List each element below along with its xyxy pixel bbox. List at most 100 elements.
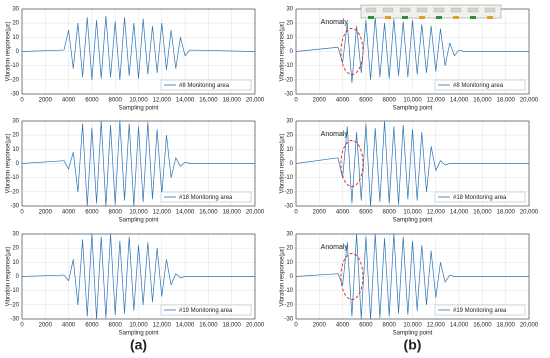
y-tick-label: 10 xyxy=(12,147,19,153)
x-tick-label: 10,000 xyxy=(403,98,422,104)
x-tick-label: 4000 xyxy=(336,323,350,329)
x-tick-label: 6000 xyxy=(85,210,99,216)
x-tick-label: 6000 xyxy=(85,323,99,329)
x-tick-label: 4000 xyxy=(336,98,350,104)
x-tick-label: 10,000 xyxy=(403,323,422,329)
legend-box xyxy=(434,191,526,203)
x-tick-label: 0 xyxy=(294,98,298,104)
y-axis-label: Vibration response(με) xyxy=(6,246,12,306)
y-tick-label: -20 xyxy=(284,189,293,195)
y-tick-label: -30 xyxy=(284,317,293,323)
x-tick-label: 14,000 xyxy=(176,323,195,329)
x-tick-label: 2000 xyxy=(313,98,327,104)
signal-line xyxy=(21,15,256,81)
x-tick-label: 8000 xyxy=(109,98,123,104)
x-tick-label: 10,000 xyxy=(129,98,148,104)
y-tick-label: 0 xyxy=(290,274,294,280)
x-tick-label: 0 xyxy=(20,98,24,104)
train-bogie xyxy=(470,16,476,19)
y-tick-label: -10 xyxy=(284,63,293,69)
y-tick-label: -10 xyxy=(10,288,19,294)
y-tick-label: 0 xyxy=(16,274,20,280)
signal-line xyxy=(295,233,529,320)
y-tick-label: 0 xyxy=(16,49,20,55)
train-bogie xyxy=(419,16,425,19)
y-axis-label: Vibration response(με) xyxy=(6,21,12,81)
panel-label: (b) xyxy=(404,337,422,353)
train-bogie xyxy=(436,16,442,19)
y-tick-label: 30 xyxy=(286,7,293,13)
x-tick-label: 10,000 xyxy=(129,323,148,329)
legend-box xyxy=(434,79,526,91)
train-bogie xyxy=(453,16,459,19)
x-axis-label: Sampling point xyxy=(119,106,159,112)
y-tick-label: 30 xyxy=(286,232,293,238)
x-tick-label: 2000 xyxy=(39,210,53,216)
y-tick-label: -30 xyxy=(10,92,19,98)
y-tick-label: -10 xyxy=(10,175,19,181)
annotation: Anomaly xyxy=(321,19,349,26)
y-tick-label: -20 xyxy=(10,77,19,83)
y-tick-label: -20 xyxy=(10,302,19,308)
train-bogie xyxy=(385,16,391,19)
x-tick-label: 16,000 xyxy=(473,98,492,104)
x-tick-label: 0 xyxy=(20,210,24,216)
x-tick-label: 4000 xyxy=(62,98,76,104)
legend-label: #18 Monitoring area xyxy=(453,195,507,201)
x-tick-label: 4000 xyxy=(336,210,350,216)
x-axis-label: Sampling point xyxy=(393,331,433,337)
x-axis-label: Sampling point xyxy=(393,106,433,112)
x-tick-label: 12,000 xyxy=(153,98,172,104)
x-tick-label: 6000 xyxy=(85,98,99,104)
train-bogie xyxy=(368,16,374,19)
anomaly-ellipse xyxy=(340,28,364,75)
y-tick-label: 10 xyxy=(286,147,293,153)
x-axis-label: Sampling point xyxy=(393,218,433,224)
x-tick-label: 12,000 xyxy=(153,210,172,216)
train-window xyxy=(365,7,377,13)
y-tick-label: -10 xyxy=(284,288,293,294)
y-tick-label: 10 xyxy=(12,260,19,266)
y-axis-label: Vibration response(με) xyxy=(280,246,286,306)
x-tick-label: 12,000 xyxy=(427,98,446,104)
x-axis-label: Sampling point xyxy=(119,218,159,224)
y-tick-label: 20 xyxy=(286,246,293,252)
x-tick-label: 0 xyxy=(294,323,298,329)
x-tick-label: 16,000 xyxy=(473,323,492,329)
y-tick-label: -20 xyxy=(284,77,293,83)
signal-line xyxy=(21,120,255,207)
x-tick-label: 8000 xyxy=(109,210,123,216)
y-tick-label: 20 xyxy=(12,21,19,27)
train-window xyxy=(467,7,479,13)
y-tick-label: 0 xyxy=(16,161,20,167)
y-tick-label: -30 xyxy=(10,317,19,323)
legend-label: #19 Monitoring area xyxy=(179,308,233,314)
x-tick-label: 10,000 xyxy=(403,210,422,216)
train-body xyxy=(360,4,502,19)
train-bogie xyxy=(402,16,408,19)
signal-line xyxy=(21,233,255,320)
x-tick-label: 20,000 xyxy=(520,210,539,216)
x-tick-label: 14,000 xyxy=(450,210,469,216)
legend-label: #19 Monitoring area xyxy=(453,308,507,314)
train-window xyxy=(433,7,445,13)
annotation: Anomaly xyxy=(321,131,349,138)
x-tick-label: 20,000 xyxy=(520,323,539,329)
legend-label: #8 Monitoring area xyxy=(453,83,504,89)
legend-box xyxy=(160,79,252,91)
legend-label: #8 Monitoring area xyxy=(179,83,230,89)
y-tick-label: -30 xyxy=(284,92,293,98)
x-tick-label: 14,000 xyxy=(176,210,195,216)
x-tick-label: 6000 xyxy=(359,323,373,329)
x-tick-label: 20,000 xyxy=(246,210,265,216)
train-icon xyxy=(360,4,502,19)
x-tick-label: 2000 xyxy=(313,323,327,329)
x-axis-label: Sampling point xyxy=(119,331,159,337)
x-tick-label: 8000 xyxy=(383,323,397,329)
x-tick-label: 0 xyxy=(20,323,24,329)
y-tick-label: 30 xyxy=(12,7,19,13)
x-tick-label: 20,000 xyxy=(246,98,265,104)
x-tick-label: 16,000 xyxy=(199,323,218,329)
y-tick-label: -10 xyxy=(10,63,19,69)
